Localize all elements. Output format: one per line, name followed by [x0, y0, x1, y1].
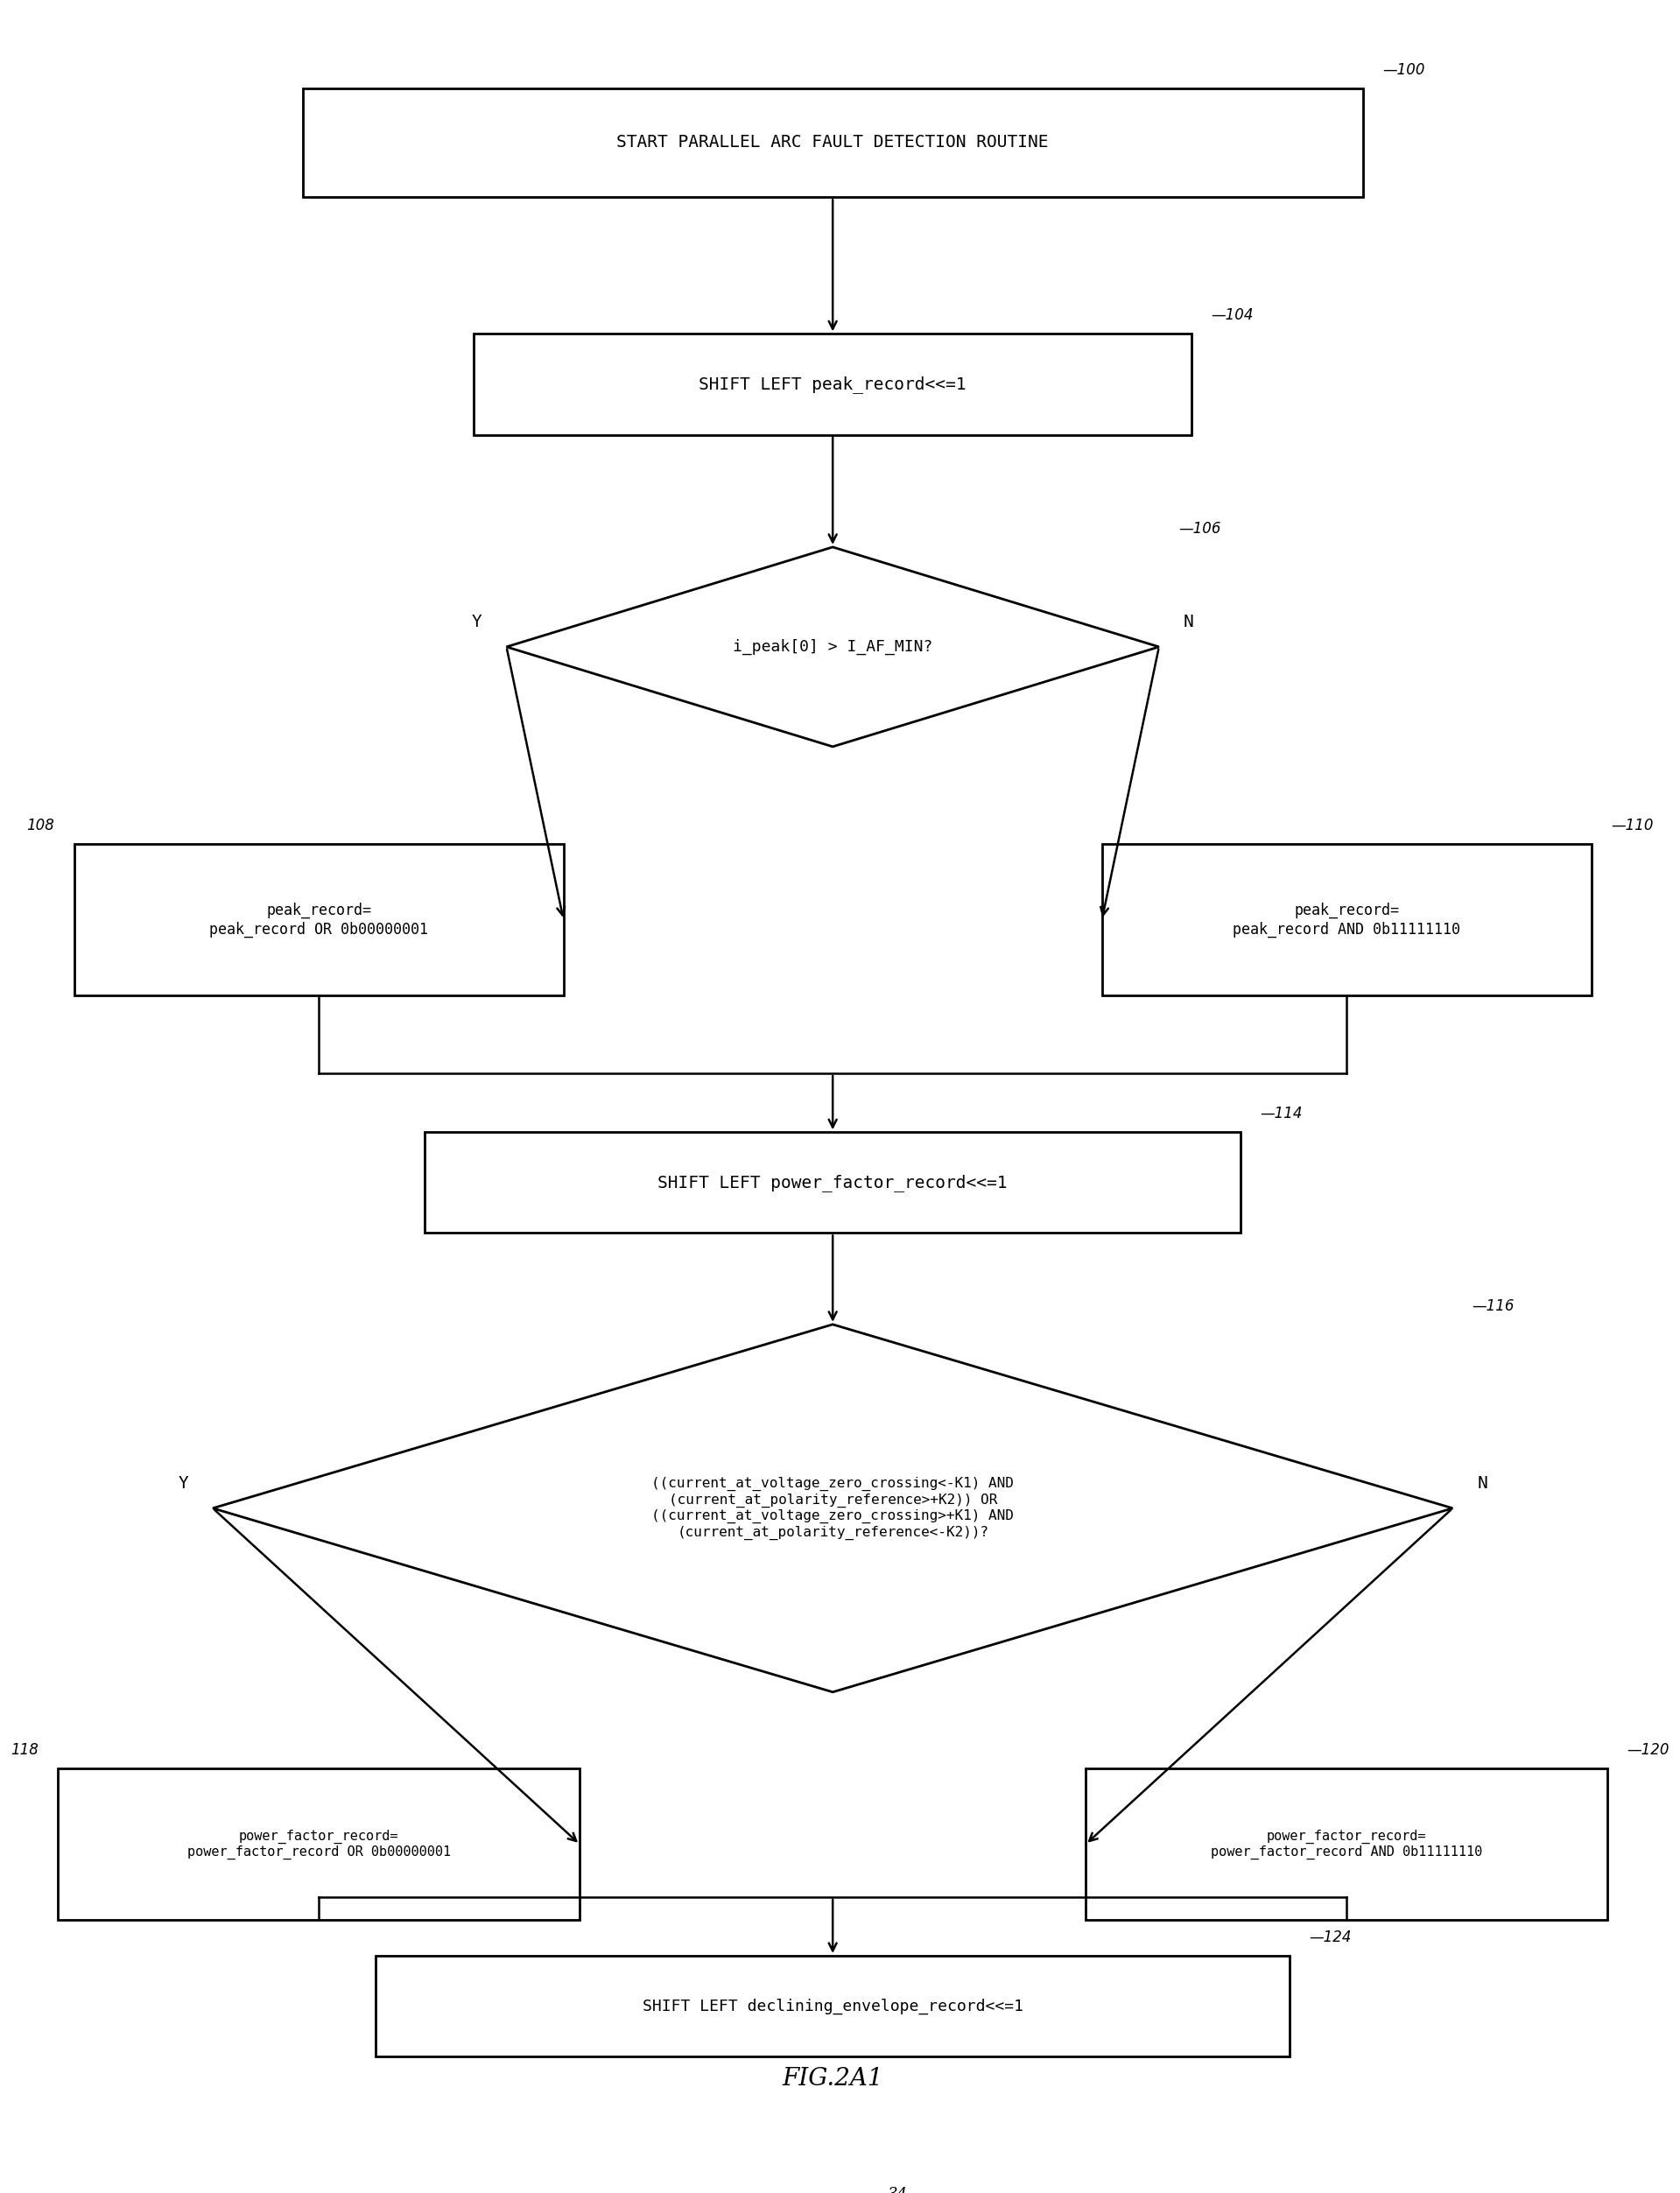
Text: —120: —120 — [1628, 1743, 1670, 1759]
Text: ((current_at_voltage_zero_crossing<-K1) AND
(current_at_polarity_reference>+K2)): ((current_at_voltage_zero_crossing<-K1) … — [652, 1476, 1015, 1539]
FancyBboxPatch shape — [57, 1770, 580, 1921]
FancyBboxPatch shape — [1085, 1770, 1608, 1921]
Polygon shape — [213, 1325, 1453, 1693]
Text: 108: 108 — [27, 818, 54, 833]
Text: peak_record=
peak_record AND 0b11111110: peak_record= peak_record AND 0b11111110 — [1233, 904, 1460, 936]
Text: —116: —116 — [1472, 1298, 1515, 1314]
Text: SHIFT LEFT peak_record<<=1: SHIFT LEFT peak_record<<=1 — [699, 375, 966, 393]
Text: —106: —106 — [1179, 520, 1221, 537]
Text: START PARALLEL ARC FAULT DETECTION ROUTINE: START PARALLEL ARC FAULT DETECTION ROUTI… — [617, 134, 1048, 151]
Text: Y: Y — [178, 1476, 188, 1491]
Text: —110: —110 — [1611, 818, 1653, 833]
Text: —124: —124 — [1309, 1930, 1351, 1945]
FancyBboxPatch shape — [1102, 844, 1591, 996]
Text: 34: 34 — [889, 2186, 909, 2193]
Text: Y: Y — [472, 614, 482, 629]
Text: power_factor_record=
power_factor_record OR 0b00000001: power_factor_record= power_factor_record… — [186, 1829, 450, 1860]
Text: FIG.2A1: FIG.2A1 — [783, 2066, 884, 2090]
Text: SHIFT LEFT power_factor_record<<=1: SHIFT LEFT power_factor_record<<=1 — [659, 1173, 1008, 1191]
FancyBboxPatch shape — [376, 1956, 1290, 2057]
FancyBboxPatch shape — [302, 88, 1362, 197]
FancyBboxPatch shape — [425, 1132, 1240, 1232]
Text: i_peak[0] > I_AF_MIN?: i_peak[0] > I_AF_MIN? — [732, 638, 932, 656]
Text: —114: —114 — [1260, 1105, 1302, 1121]
Text: peak_record=
peak_record OR 0b00000001: peak_record= peak_record OR 0b00000001 — [210, 904, 428, 936]
FancyBboxPatch shape — [474, 333, 1191, 434]
Text: —104: —104 — [1211, 307, 1253, 322]
Text: power_factor_record=
power_factor_record AND 0b11111110: power_factor_record= power_factor_record… — [1211, 1829, 1482, 1860]
Polygon shape — [506, 546, 1159, 746]
Text: —100: —100 — [1383, 61, 1425, 77]
Text: 118: 118 — [10, 1743, 39, 1759]
Text: N: N — [1183, 614, 1194, 629]
Text: N: N — [1477, 1476, 1487, 1491]
Text: SHIFT LEFT declining_envelope_record<<=1: SHIFT LEFT declining_envelope_record<<=1 — [642, 1998, 1023, 2013]
FancyBboxPatch shape — [74, 844, 563, 996]
